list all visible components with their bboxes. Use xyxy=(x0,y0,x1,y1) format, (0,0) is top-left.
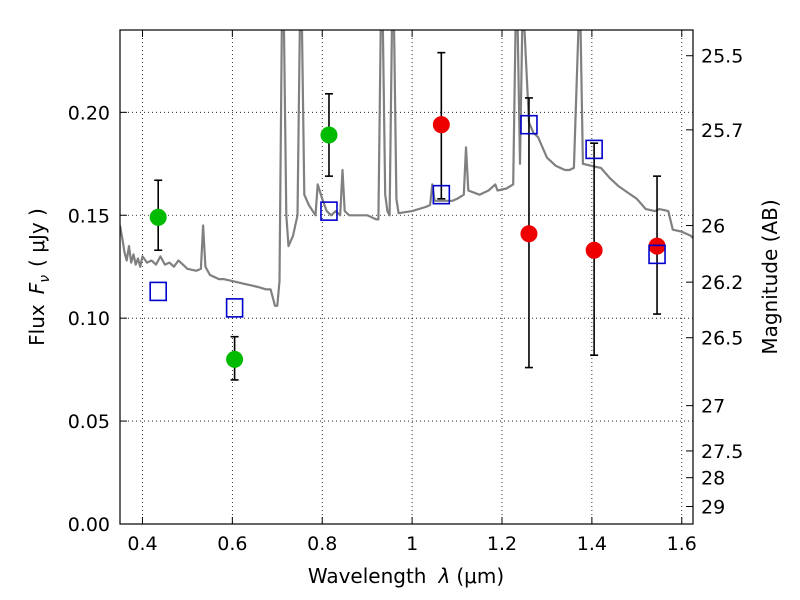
y2-tick-label: 26.2 xyxy=(701,272,743,294)
plot-frame xyxy=(119,29,694,525)
x-tick-label: 1 xyxy=(406,533,418,555)
x-tick-label: 0.8 xyxy=(307,533,337,555)
y-tick-label: 0.10 xyxy=(68,308,110,330)
y-axis-label-text: Flux xyxy=(25,304,49,346)
x-axis-label-text: Wavelength xyxy=(308,564,427,588)
red-photometry-point xyxy=(520,225,538,243)
y2-tick-label: 26 xyxy=(701,216,725,238)
y-tick-label: 0.15 xyxy=(68,205,110,227)
x-tick-label: 1.2 xyxy=(487,533,517,555)
y-tick-label: 0.20 xyxy=(68,102,110,124)
y2-tick-label: 29 xyxy=(701,497,725,519)
y2-tick-label: 27 xyxy=(701,396,725,418)
x-tick-label: 1.6 xyxy=(667,533,697,555)
model-photometry-point xyxy=(585,139,603,160)
model-photometry-point xyxy=(149,281,167,302)
y2-tick-label: 25.5 xyxy=(701,46,743,68)
x-axis-label-symbol: λ xyxy=(438,564,451,588)
model-photometry-point xyxy=(520,114,538,135)
y2-tick-label: 26.5 xyxy=(701,328,743,350)
y-axis-label: Flux Fν ( μJy ) xyxy=(25,208,53,346)
model-photometry-point xyxy=(225,298,244,318)
green-photometry-point xyxy=(149,208,167,226)
green-photometry-point xyxy=(226,350,244,368)
y2-axis-label: Magnitude (AB) xyxy=(758,199,782,354)
model-spectrum-layer xyxy=(120,30,693,307)
x-axis-label-unit: (μm) xyxy=(456,564,504,588)
y2-tick-label: 27.5 xyxy=(701,441,743,463)
red-photometry-point xyxy=(432,116,450,134)
y-tick-label: 0.05 xyxy=(68,411,110,433)
model-photometry-point xyxy=(432,184,451,205)
y-tick-label: 0.00 xyxy=(68,514,110,536)
tick-layer: 0.4 0.6 0.8 1 1.2 1.4 1.6 0.00 0.05 0.10 0.15 0.20 2… xyxy=(68,30,743,555)
x-tick-label: 1.4 xyxy=(577,533,607,555)
red-photometry-point xyxy=(585,241,603,259)
green-photometry-point xyxy=(320,126,338,144)
y-axis-label-subscript: ν xyxy=(37,275,53,283)
model-photometry-point xyxy=(320,201,338,221)
y-axis-label-symbol: F xyxy=(25,282,49,294)
x-tick-label: 0.4 xyxy=(127,533,157,555)
x-axis-label: Wavelength λ (μm) xyxy=(308,564,504,588)
model-spectrum-line xyxy=(120,30,693,307)
y2-tick-label: 25.7 xyxy=(701,120,743,142)
model-photometry-point xyxy=(648,244,666,265)
marker-layer xyxy=(149,114,666,368)
y-axis-label-unit: ( μJy ) xyxy=(25,208,49,267)
x-tick-label: 0.6 xyxy=(217,533,247,555)
y2-tick-label: 28 xyxy=(701,468,725,490)
